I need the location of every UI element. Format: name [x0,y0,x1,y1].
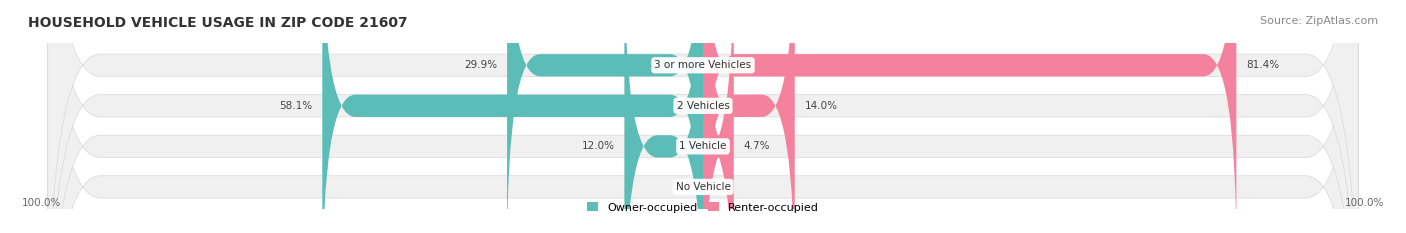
Text: 100.0%: 100.0% [21,198,60,208]
FancyBboxPatch shape [48,0,1358,233]
Text: 100.0%: 100.0% [1346,198,1385,208]
Text: 81.4%: 81.4% [1246,60,1279,70]
FancyBboxPatch shape [48,0,1358,233]
Text: 1 Vehicle: 1 Vehicle [679,141,727,151]
FancyBboxPatch shape [702,0,735,233]
FancyBboxPatch shape [703,0,1236,233]
FancyBboxPatch shape [508,0,703,233]
Legend: Owner-occupied, Renter-occupied: Owner-occupied, Renter-occupied [582,198,824,217]
Text: 4.7%: 4.7% [744,141,770,151]
Text: 29.9%: 29.9% [464,60,498,70]
Text: Source: ZipAtlas.com: Source: ZipAtlas.com [1260,16,1378,26]
Text: 14.0%: 14.0% [804,101,838,111]
FancyBboxPatch shape [48,0,1358,233]
FancyBboxPatch shape [322,0,703,233]
Text: 3 or more Vehicles: 3 or more Vehicles [654,60,752,70]
FancyBboxPatch shape [48,0,1358,233]
Text: 2 Vehicles: 2 Vehicles [676,101,730,111]
Text: 58.1%: 58.1% [280,101,312,111]
FancyBboxPatch shape [703,0,794,233]
Text: No Vehicle: No Vehicle [675,182,731,192]
Text: 12.0%: 12.0% [582,141,614,151]
Text: HOUSEHOLD VEHICLE USAGE IN ZIP CODE 21607: HOUSEHOLD VEHICLE USAGE IN ZIP CODE 2160… [28,16,408,30]
FancyBboxPatch shape [624,0,703,233]
